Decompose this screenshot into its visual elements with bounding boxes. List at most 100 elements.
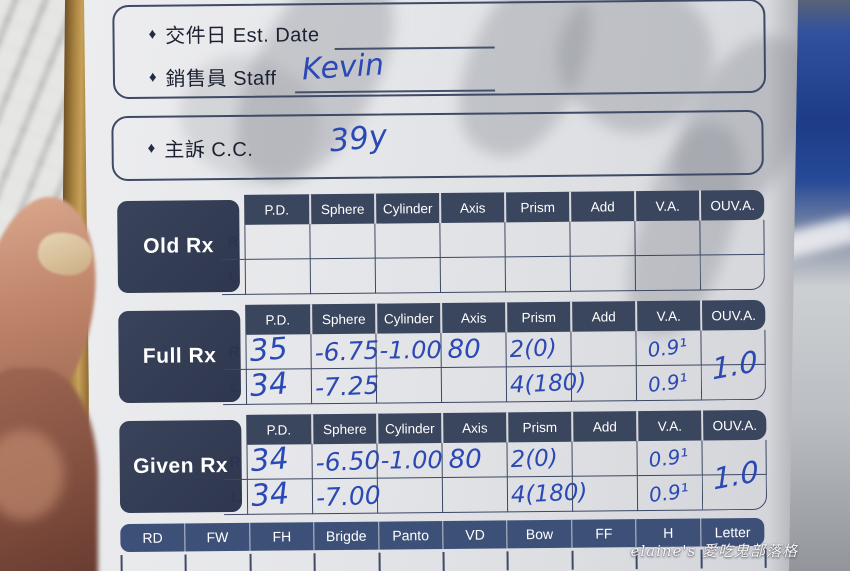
cell-sphere: -6.50 <box>311 443 381 480</box>
cell-sphere: -6.75 <box>310 333 380 370</box>
cell-axis <box>440 367 507 403</box>
knuckle-highlight <box>0 430 64 520</box>
col-fh: FH <box>249 522 314 551</box>
col-pd: P.D. <box>245 304 311 335</box>
col-sphere: Sphere <box>309 193 375 225</box>
row-label-r: R <box>221 224 245 261</box>
cell-prism: 2(0) <box>506 441 572 478</box>
row-label-l: L <box>223 479 248 516</box>
cell-prism: 2(0) <box>505 331 571 368</box>
col-cylinder: Cylinder <box>374 193 440 224</box>
grid-tick <box>184 554 187 571</box>
cell-sphere: -7.00 <box>311 478 381 515</box>
col-va: V.A. <box>635 300 701 332</box>
col-prism: Prism <box>505 301 571 333</box>
grid-tick <box>378 552 381 571</box>
cell-add <box>569 256 636 292</box>
cell-cylinder <box>374 258 441 294</box>
cc-box: ♦ 主訴 C.C. 39y <box>111 109 764 182</box>
col-axis: Axis <box>441 412 507 443</box>
cell-axis <box>441 477 508 513</box>
oldrx-section: Old Rx P.D. Sphere Cylinder Axis Prism A… <box>117 189 793 296</box>
row-label-l: L <box>221 259 246 296</box>
col-pd: P.D. <box>244 194 310 225</box>
givenrx-table: P.D. Sphere Cylinder Axis Prism Add V.A.… <box>223 409 768 516</box>
col-cylinder: Cylinder <box>375 302 441 334</box>
cell-sphere <box>309 258 376 295</box>
col-prism: Prism <box>506 411 572 443</box>
diamond-bullet-icon: ♦ <box>148 68 157 86</box>
cc-label: 主訴 C.C. <box>164 138 254 162</box>
cell-axis: 80 <box>441 442 507 478</box>
cell-axis <box>439 257 506 293</box>
col-add: Add <box>571 411 637 442</box>
cell-prism <box>504 256 571 293</box>
grid-tick <box>313 553 316 571</box>
cell-add <box>571 476 638 512</box>
col-prism: Prism <box>504 191 570 223</box>
givenrx-row-l: L 34 -7.00 4(180) 0.9¹ <box>223 474 768 516</box>
cell-add <box>570 331 636 367</box>
staff-line <box>295 89 496 94</box>
cell-prism <box>504 221 570 258</box>
col-fw: FW <box>184 522 250 552</box>
row-label-l: L <box>222 369 247 406</box>
cell-pd <box>244 224 310 260</box>
cell-axis <box>439 222 505 259</box>
cell-va: 0.9¹ <box>635 330 701 367</box>
oldrx-ouva-value <box>699 222 768 289</box>
fullrx-row-r: R 35 -6.75 -1.00 80 2(0) 0.9¹ <box>222 329 766 371</box>
cell-va: 0.9¹ <box>636 475 703 512</box>
fullrx-row-l: L 34 -7.25 4(180) 0.9¹ <box>222 364 767 406</box>
cell-va: 0.9¹ <box>635 365 702 402</box>
grid-tick <box>120 555 123 571</box>
col-rd: RD <box>142 529 163 546</box>
cell-add <box>569 221 635 257</box>
fullrx-section: Full Rx P.D. Sphere Cylinder Axis Prism … <box>118 299 794 406</box>
col-pd: P.D. <box>246 414 312 445</box>
col-brigde: Brigde <box>313 521 379 551</box>
cell-prism: 4(180) <box>505 366 587 403</box>
cell-add <box>571 441 637 477</box>
col-vd: VD <box>442 520 507 549</box>
diamond-bullet-icon: ♦ <box>147 139 156 157</box>
oldrx-row-l: L <box>221 254 766 296</box>
col-bow: Bow <box>506 519 572 549</box>
cell-pd: 34 <box>246 441 312 480</box>
cell-va <box>634 255 701 292</box>
cell-pd: 34 <box>245 366 312 405</box>
cell-prism: 4(180) <box>506 476 588 513</box>
cell-add <box>570 366 637 402</box>
col-ouva: OUV.A. <box>701 409 767 441</box>
cell-cylinder: -1.00 <box>375 332 442 369</box>
row-label-r: R <box>223 444 247 481</box>
givenrx-section: Given Rx P.D. Sphere Cylinder Axis Prism… <box>119 409 795 516</box>
col-sphere: Sphere <box>311 413 377 445</box>
cell-va <box>634 220 700 257</box>
cell-cylinder <box>376 477 443 514</box>
cell-cylinder <box>375 367 442 404</box>
col-add: Add <box>570 301 636 332</box>
givenrx-ouva-value: 1.0 <box>712 453 760 497</box>
col-add: Add <box>569 191 635 222</box>
cell-pd: 34 <box>246 476 313 515</box>
col-cylinder: Cylinder <box>376 412 442 444</box>
diamond-bullet-icon: ♦ <box>148 25 157 43</box>
oldrx-row-r: R <box>221 219 765 261</box>
cell-sphere: -7.25 <box>310 368 380 405</box>
grid-tick <box>571 550 574 570</box>
col-sphere: Sphere <box>310 303 376 335</box>
cc-handwritten-value: 39y <box>327 118 389 160</box>
oldrx-table: P.D. Sphere Cylinder Axis Prism Add V.A.… <box>221 189 766 296</box>
cell-axis: 80 <box>440 332 506 368</box>
cell-cylinder <box>374 223 440 259</box>
fullrx-header-row: P.D. Sphere Cylinder Axis Prism Add V.A.… <box>245 299 766 335</box>
cell-pd: 35 <box>245 331 311 370</box>
staff-label: 銷售員 Staff <box>165 67 277 91</box>
cell-va: 0.9¹ <box>636 440 702 477</box>
grid-tick <box>442 551 445 571</box>
header-box: ♦ 交件日 Est. Date ♦ 銷售員 Staff Kevin <box>112 0 767 100</box>
col-panto: Panto <box>377 520 443 550</box>
